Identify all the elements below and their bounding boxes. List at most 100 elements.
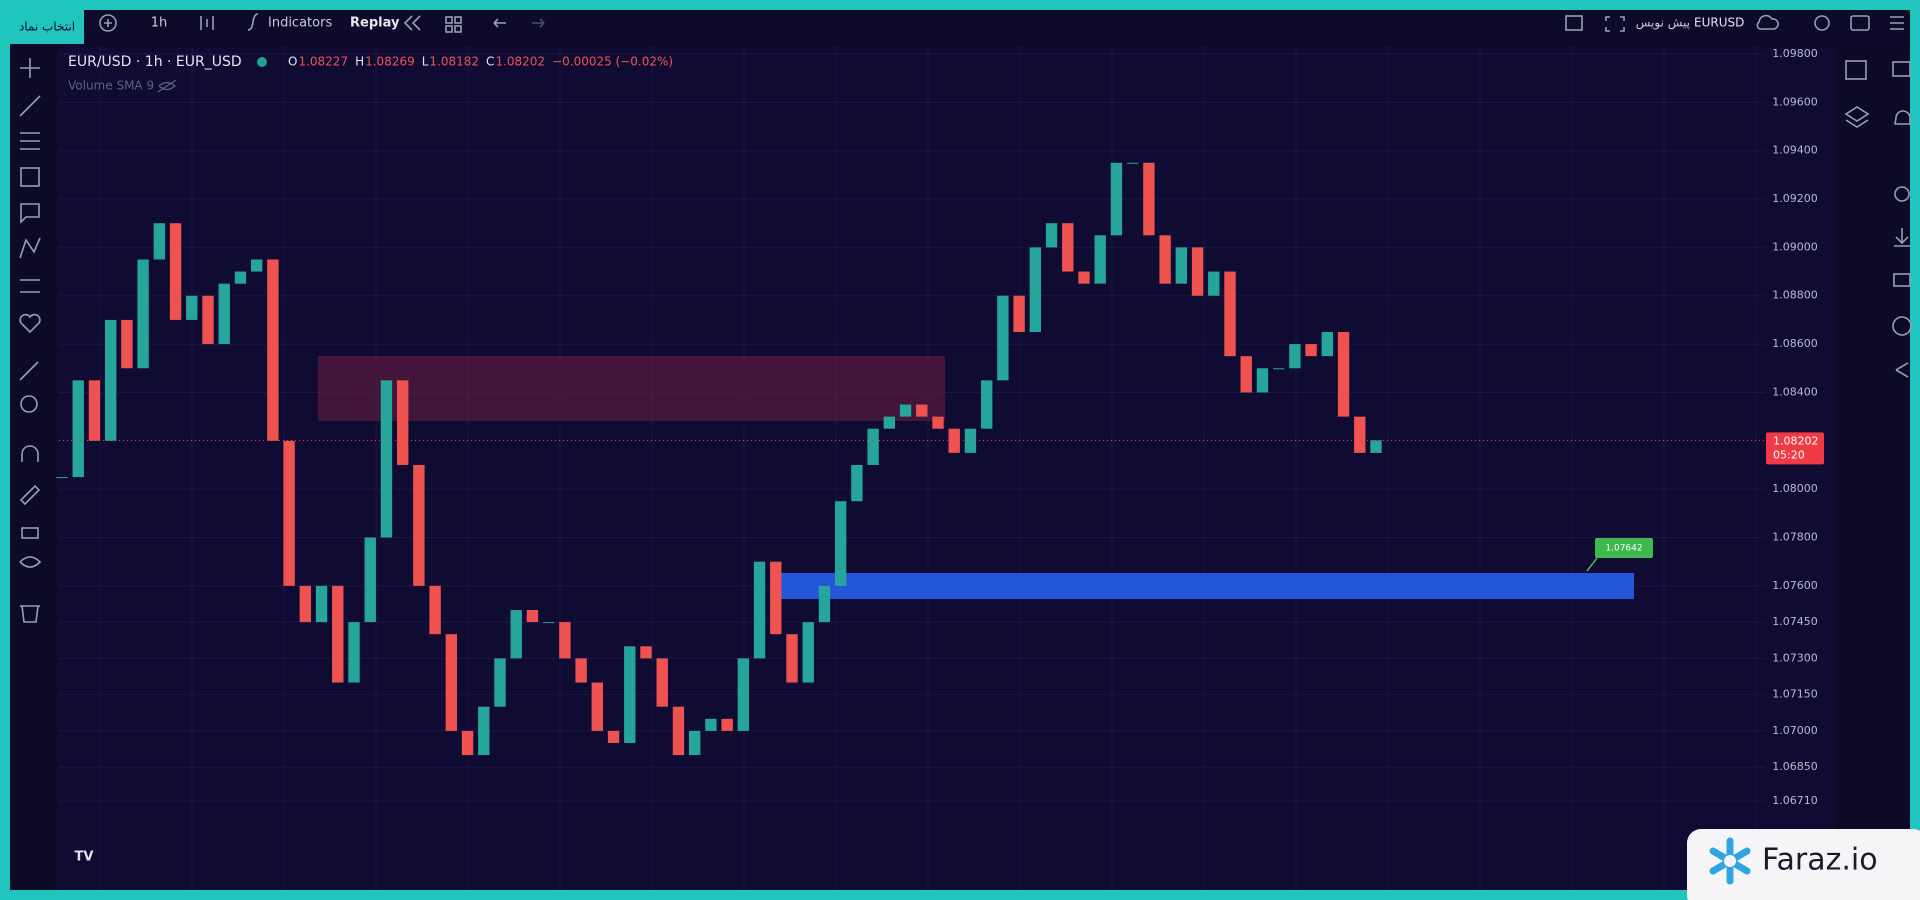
interval[interactable]: 1h <box>151 16 168 31</box>
ohlc-value: 1.08269 <box>365 55 415 69</box>
candle <box>786 634 798 683</box>
chart-area <box>57 46 1835 890</box>
left-toolbar <box>19 58 42 623</box>
layout-icon <box>454 25 462 33</box>
candle <box>721 718 733 731</box>
price-tick-label: 1.09800 <box>1772 47 1818 60</box>
cursor-tool[interactable] <box>20 58 40 78</box>
ohlc-key: H <box>355 55 364 69</box>
ohlc-value: 1.08227 <box>298 55 348 69</box>
watchlist-icon[interactable] <box>1845 60 1867 80</box>
ohlc-value: 1.08182 <box>429 55 479 69</box>
settings-icon[interactable] <box>1814 15 1830 31</box>
favorites-tool[interactable] <box>19 313 41 334</box>
delete-tool[interactable] <box>20 605 40 623</box>
ohlc: O 1.08227 H 1.08269 L 1.08182 C 1.08202 <box>288 55 545 69</box>
candle <box>283 440 295 586</box>
top-bar <box>10 10 1910 44</box>
candle <box>1354 416 1366 453</box>
replay[interactable]: Replay <box>350 16 400 31</box>
pattern-tool[interactable] <box>19 237 41 259</box>
candle <box>1110 162 1123 236</box>
candle <box>1045 223 1058 248</box>
candle <box>753 561 766 659</box>
symbol-button[interactable] <box>10 10 84 44</box>
symbol[interactable]: EURUSD <box>1694 16 1744 30</box>
candle <box>121 319 133 369</box>
line-tool[interactable] <box>19 95 41 117</box>
cloud-icon[interactable] <box>1756 14 1779 30</box>
layout-icon <box>454 16 462 24</box>
undo-icon[interactable] <box>493 18 506 28</box>
draw-mode-tool[interactable] <box>19 484 41 506</box>
camera-icon[interactable] <box>1850 15 1870 31</box>
share-icon[interactable] <box>1895 362 1909 378</box>
price-tick-label: 1.07000 <box>1772 724 1818 737</box>
layers-icon[interactable] <box>1844 106 1870 128</box>
monitor-icon[interactable] <box>1892 61 1911 77</box>
zoom-tool[interactable] <box>20 395 38 413</box>
indicator-hidden-icon[interactable] <box>157 79 177 93</box>
candle <box>267 259 279 441</box>
price-tick-label: 1.07600 <box>1772 579 1818 592</box>
lock-tool[interactable] <box>21 527 39 539</box>
candle <box>591 682 604 731</box>
draft-label[interactable]: پیش نویس <box>1636 16 1690 31</box>
candle <box>867 428 879 465</box>
card-icon[interactable] <box>1893 273 1911 287</box>
candle <box>802 622 814 683</box>
candle <box>672 706 685 756</box>
gear-icon[interactable] <box>1894 186 1910 202</box>
shape-tool[interactable] <box>20 167 40 187</box>
candle <box>1337 332 1350 417</box>
profile-icon[interactable] <box>1892 316 1912 336</box>
redo-icon[interactable] <box>532 18 545 28</box>
resistance-zone[interactable] <box>318 356 945 421</box>
candle <box>1208 271 1220 296</box>
hide-tool[interactable] <box>19 556 42 568</box>
last-price-box <box>1766 432 1824 465</box>
legend-title: EUR/USD · 1h · EUR_USD <box>68 54 242 70</box>
candle <box>250 259 263 272</box>
fullscreen-icon[interactable] <box>1565 15 1583 31</box>
candle <box>56 477 68 479</box>
support-zone[interactable] <box>780 573 1634 599</box>
magnet-tool[interactable] <box>21 445 39 462</box>
indicators[interactable]: Indicators <box>268 16 332 31</box>
candles <box>56 162 1382 756</box>
candle <box>656 658 668 707</box>
price-tick-label: 1.09600 <box>1772 95 1818 108</box>
price-tick-label: 1.08600 <box>1772 337 1818 350</box>
price-tick-label: 1.06850 <box>1772 760 1818 773</box>
watermark-box <box>1687 829 1920 900</box>
alert-icon[interactable] <box>1894 110 1911 125</box>
price-tick-label: 1.08400 <box>1772 385 1818 398</box>
price-tick-label: 1.09000 <box>1772 240 1818 253</box>
candle <box>1175 247 1188 284</box>
ohlc-value: 1.08202 <box>495 55 545 69</box>
candle <box>705 718 717 731</box>
fib-tool[interactable] <box>20 132 40 150</box>
candle <box>899 404 912 417</box>
candle <box>1159 235 1171 284</box>
candle <box>559 622 571 659</box>
candle <box>834 501 847 586</box>
symbol-button-label[interactable]: انتخاب نماد <box>19 20 75 34</box>
legend-change: −0.00025 (−0.02%) <box>552 55 673 69</box>
candle <box>818 585 831 623</box>
add-icon[interactable] <box>99 14 117 32</box>
chart-type-icon[interactable] <box>200 16 214 30</box>
price-tick-label: 1.09200 <box>1772 192 1818 205</box>
text-tool[interactable] <box>20 203 40 224</box>
candle <box>851 464 863 502</box>
prediction-tool[interactable] <box>20 279 40 293</box>
measure-tool[interactable] <box>19 361 39 381</box>
candle <box>932 416 944 429</box>
download-icon[interactable] <box>1894 228 1910 247</box>
menu-icon[interactable] <box>1890 16 1904 30</box>
layout-icon[interactable] <box>445 16 453 24</box>
ohlc-key: O <box>288 55 297 69</box>
candle <box>72 380 84 478</box>
expand-icon[interactable] <box>1605 16 1625 32</box>
